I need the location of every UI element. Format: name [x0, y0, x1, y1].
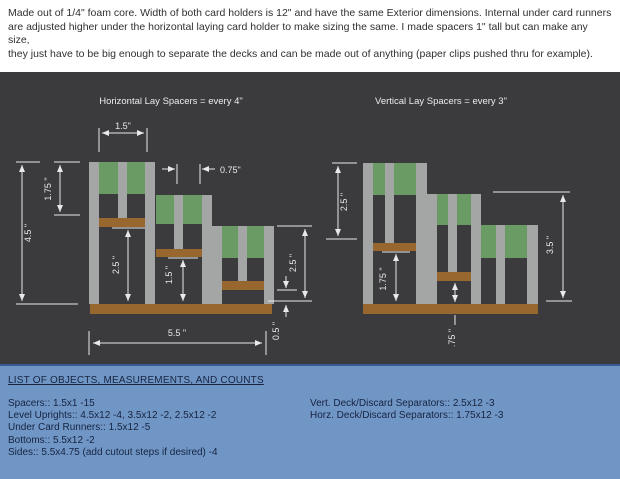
description-line-2: are adjusted higher under the horizontal… — [8, 20, 588, 47]
list-item: Spacers:: 1.5x1 -15 — [8, 398, 95, 409]
vertical-lay-diagram: Vertical Lay Spacers = every 3" — [326, 96, 572, 347]
bottom-board — [90, 304, 272, 314]
v-step-2 — [427, 194, 481, 304]
list-item: Sides:: 5.5x4.75 (add cutout steps if de… — [8, 446, 218, 458]
dim-total-width: 5.5 " — [88, 328, 267, 355]
card-panel — [99, 162, 118, 194]
description-line-3: they just have to be big enough to separ… — [8, 47, 593, 60]
upright — [427, 194, 437, 304]
h-step-1 — [89, 162, 155, 304]
dim-label-v-right-height: 3.5 " — [545, 236, 555, 254]
upright — [264, 226, 274, 304]
card-panel — [183, 195, 202, 224]
list-item: Vert. Deck/Discard Separators:: 2.5x12 -… — [310, 398, 495, 409]
dim-offset: 0.75" — [162, 164, 241, 184]
parts-list-panel: LIST OF OBJECTS, MEASUREMENTS, AND COUNT… — [0, 364, 620, 479]
dim-label-under-step2: 1.5 " — [164, 266, 174, 284]
dim-label-top-step: 1.75 " — [43, 177, 53, 200]
vertical-diagram-title: Vertical Lay Spacers = every 3" — [375, 96, 507, 107]
h-step-2 — [156, 195, 212, 304]
mid-upright — [238, 226, 247, 281]
description-line-1: Made out of 1/4" foam core. Width of bot… — [8, 7, 612, 19]
dim-label-base-gap: 0.5 " — [271, 322, 281, 340]
drawing-panel: Horizontal Lay Spacers = every 4" — [0, 72, 620, 364]
parts-list-left-column: Spacers:: 1.5x1 -15 Level Uprights:: 4.5… — [8, 398, 218, 459]
list-item: Bottoms:: 5.5x12 -2 — [8, 434, 95, 446]
mid-upright — [448, 194, 457, 272]
description-text: Made out of 1/4" foam core. Width of bot… — [0, 0, 620, 72]
mid-upright — [174, 195, 183, 249]
card-panel — [373, 163, 385, 195]
upright — [89, 162, 99, 304]
list-item: Under Card Runners:: 1.5x12 -5 — [8, 422, 151, 434]
dim-label-under-step1: 2.5 " — [111, 256, 121, 274]
dim-label-total-width: 5.5 " — [168, 328, 186, 338]
dim-label-top-width: 1.5" — [115, 121, 131, 131]
technical-drawing: Horizontal Lay Spacers = every 4" — [16, 96, 572, 355]
card-panel — [457, 194, 471, 225]
horizontal-diagram-title: Horizontal Lay Spacers = every 4" — [99, 96, 243, 107]
mid-upright — [385, 163, 394, 243]
card-panel — [394, 163, 416, 195]
card-panel — [156, 195, 174, 224]
card-panel — [247, 226, 264, 258]
upright — [212, 226, 222, 304]
upright — [363, 163, 373, 304]
under-card-runner — [373, 243, 416, 251]
dim-total-height: 4.5 " — [16, 161, 78, 305]
upright — [202, 195, 212, 304]
v-step-3 — [481, 225, 538, 304]
dim-label-v-top-step: 2.5 " — [339, 193, 349, 211]
dim-label-v-base-gap: .75 " — [447, 329, 457, 347]
dim-label-v-under-step1: 1.75 " — [378, 267, 388, 290]
list-item: Horz. Deck/Discard Separators:: 1.75x12 … — [310, 410, 504, 422]
dim-top-step: 1.75 " — [43, 161, 80, 216]
mid-upright — [118, 162, 127, 218]
dim-under-step1: 2.5 " — [111, 227, 145, 301]
upright — [145, 162, 155, 304]
under-card-runner — [99, 218, 145, 227]
dim-base-gap: 0.5 " — [271, 276, 297, 340]
card-panel — [437, 194, 448, 225]
mid-upright — [496, 225, 505, 304]
dim-v-top-step: 2.5 " — [326, 162, 357, 240]
dim-label-offset: 0.75" — [220, 165, 241, 175]
h-step-3 — [212, 226, 274, 304]
upright — [416, 163, 427, 304]
card-panel — [127, 162, 145, 194]
dim-under-step2: 1.5 " — [164, 257, 198, 301]
under-card-runner — [222, 281, 264, 290]
card-panel — [481, 225, 496, 258]
dim-label-right-step: 2.5 " — [288, 254, 298, 272]
list-item: Level Uprights:: 4.5x12 -4, 3.5x12 -2, 2… — [8, 410, 217, 422]
under-card-runner — [437, 272, 471, 281]
dim-right-step: 2.5 " — [268, 225, 312, 302]
dim-v-base-gap: .75 " — [447, 283, 458, 347]
horizontal-lay-diagram: Horizontal Lay Spacers = every 4" — [16, 96, 312, 355]
v-step-1 — [363, 163, 427, 304]
card-panel — [222, 226, 238, 258]
bottom-board — [363, 304, 538, 314]
upright — [527, 225, 538, 304]
dim-v-under-step1: 1.75 " — [378, 251, 410, 301]
parts-list-header: LIST OF OBJECTS, MEASUREMENTS, AND COUNT… — [8, 375, 264, 386]
card-panel — [505, 225, 527, 258]
dim-v-right-height: 3.5 " — [493, 191, 572, 302]
dim-label-total-height: 4.5 " — [23, 224, 33, 242]
under-card-runner — [156, 249, 202, 257]
dim-top-width: 1.5" — [98, 121, 148, 152]
parts-list-right-column: Vert. Deck/Discard Separators:: 2.5x12 -… — [310, 398, 503, 422]
upright — [471, 194, 481, 304]
